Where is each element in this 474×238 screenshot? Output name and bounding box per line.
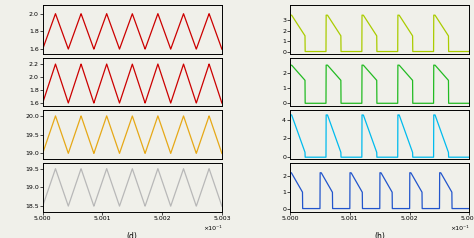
Text: (g): (g) — [374, 168, 385, 177]
Text: (b): (b) — [127, 115, 138, 124]
Text: ×10⁻¹: ×10⁻¹ — [203, 226, 222, 231]
Text: (a): (a) — [127, 62, 137, 71]
Text: (d): (d) — [127, 232, 138, 238]
Text: (c): (c) — [127, 168, 137, 177]
Text: (h): (h) — [374, 232, 385, 238]
Text: ×10⁻¹: ×10⁻¹ — [450, 226, 469, 231]
Text: (e): (e) — [374, 62, 385, 71]
Text: (f): (f) — [375, 115, 384, 124]
